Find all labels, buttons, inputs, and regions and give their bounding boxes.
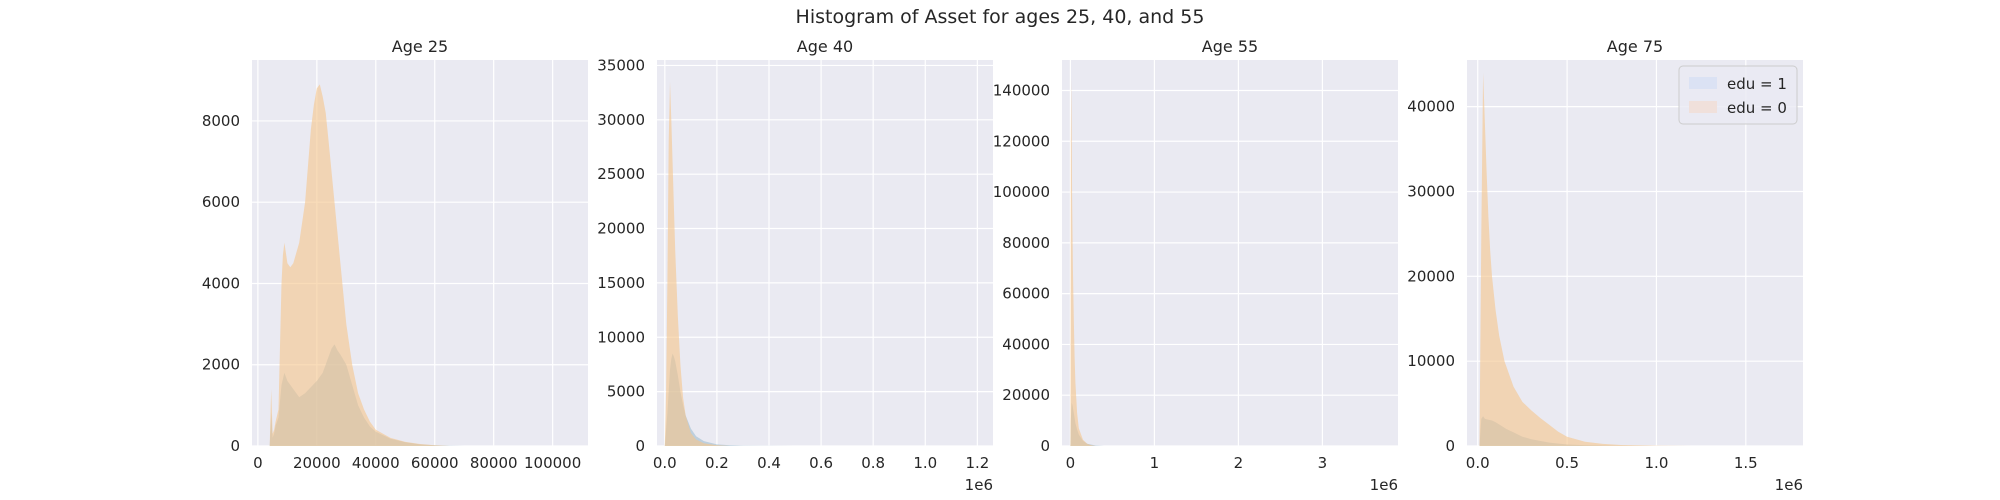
x-offset-label: 1e6 bbox=[1370, 476, 1398, 494]
y-tick-label: 30000 bbox=[597, 111, 645, 129]
x-tick-label: 1.5 bbox=[1734, 454, 1758, 472]
x-tick-label: 0 bbox=[253, 454, 263, 472]
x-tick-label: 40000 bbox=[352, 454, 400, 472]
y-tick-label: 4000 bbox=[202, 274, 240, 292]
panel-title: Age 75 bbox=[1607, 37, 1663, 56]
x-tick-label: 0.0 bbox=[1466, 454, 1490, 472]
y-tick-label: 140000 bbox=[993, 81, 1050, 99]
chart-panel-2: 0.0 0.2 0.4 0.6 0.8 1.0 1.2 0 5000 10000 15000 2000… bbox=[597, 37, 993, 494]
x-tick-label: 0 bbox=[1066, 454, 1076, 472]
y-tick-label: 25000 bbox=[597, 165, 645, 183]
y-tick-label: 0 bbox=[1445, 437, 1455, 455]
y-tick-label: 100000 bbox=[993, 183, 1050, 201]
legend-label: edu = 1 bbox=[1727, 75, 1787, 93]
x-tick-label: 1.2 bbox=[965, 454, 989, 472]
chart-panel-1: 0 20000 40000 60000 80000 100000 0 2000 4000 6000… bbox=[202, 37, 588, 472]
figure-title: Histogram of Asset for ages 25, 40, and … bbox=[795, 6, 1205, 28]
y-tick-label: 5000 bbox=[607, 383, 645, 401]
x-tick-label: 0.2 bbox=[705, 454, 729, 472]
panel-title: Age 55 bbox=[1202, 37, 1258, 56]
y-tick-label: 120000 bbox=[993, 132, 1050, 150]
y-tick-label: 20000 bbox=[1407, 267, 1455, 285]
legend: edu = 1 edu = 0 bbox=[1678, 65, 1798, 125]
x-tick-label: 0.0 bbox=[653, 454, 677, 472]
legend-swatch bbox=[1689, 77, 1717, 89]
x-tick-label: 2 bbox=[1234, 454, 1244, 472]
y-tick-label: 6000 bbox=[202, 193, 240, 211]
y-tick-label: 35000 bbox=[597, 56, 645, 74]
x-tick-label: 1.0 bbox=[913, 454, 937, 472]
panel-title: Age 40 bbox=[797, 37, 853, 56]
y-tick-label: 0 bbox=[635, 437, 645, 455]
plot-area bbox=[1062, 60, 1398, 446]
y-tick-label: 20000 bbox=[1002, 386, 1050, 404]
x-tick-label: 1 bbox=[1150, 454, 1160, 472]
x-tick-label: 0.4 bbox=[757, 454, 781, 472]
plot-area bbox=[657, 60, 993, 446]
y-tick-label: 30000 bbox=[1407, 182, 1455, 200]
panel-title: Age 25 bbox=[392, 37, 448, 56]
y-tick-label: 10000 bbox=[597, 328, 645, 346]
histogram-series-edu-0 bbox=[1070, 77, 1096, 447]
x-tick-label: 0.8 bbox=[861, 454, 885, 472]
y-tick-label: 80000 bbox=[1002, 234, 1050, 252]
x-tick-label: 20000 bbox=[293, 454, 341, 472]
x-tick-label: 60000 bbox=[411, 454, 459, 472]
x-tick-label: 3 bbox=[1318, 454, 1328, 472]
chart-panel-3: 0 1 2 3 0 20000 40000 60000 80000 100000 120000 140… bbox=[993, 37, 1398, 494]
y-tick-label: 40000 bbox=[1407, 98, 1455, 116]
histogram-series-edu-0 bbox=[664, 81, 730, 446]
y-tick-label: 40000 bbox=[1002, 335, 1050, 353]
x-tick-label: 1.0 bbox=[1645, 454, 1669, 472]
x-offset-label: 1e6 bbox=[1775, 476, 1803, 494]
y-tick-label: 60000 bbox=[1002, 285, 1050, 303]
y-tick-label: 8000 bbox=[202, 112, 240, 130]
y-tick-label: 10000 bbox=[1407, 352, 1455, 370]
x-tick-label: 100000 bbox=[524, 454, 581, 472]
y-tick-label: 0 bbox=[1040, 437, 1050, 455]
legend-label: edu = 0 bbox=[1727, 99, 1787, 117]
x-tick-label: 0.5 bbox=[1555, 454, 1579, 472]
y-tick-label: 2000 bbox=[202, 356, 240, 374]
y-tick-label: 20000 bbox=[597, 220, 645, 238]
histogram-series-edu-0 bbox=[269, 84, 450, 447]
x-tick-label: 80000 bbox=[470, 454, 518, 472]
y-tick-label: 15000 bbox=[597, 274, 645, 292]
histogram-series-edu-0 bbox=[1479, 72, 1693, 446]
chart-panel-4: 0.0 0.5 1.0 1.5 0 10000 20000 30000 40000 Age 75 1… bbox=[1407, 37, 1803, 494]
x-offset-label: 1e6 bbox=[965, 476, 993, 494]
x-tick-label: 0.6 bbox=[809, 454, 833, 472]
y-tick-label: 0 bbox=[230, 437, 240, 455]
legend-swatch bbox=[1689, 101, 1717, 113]
